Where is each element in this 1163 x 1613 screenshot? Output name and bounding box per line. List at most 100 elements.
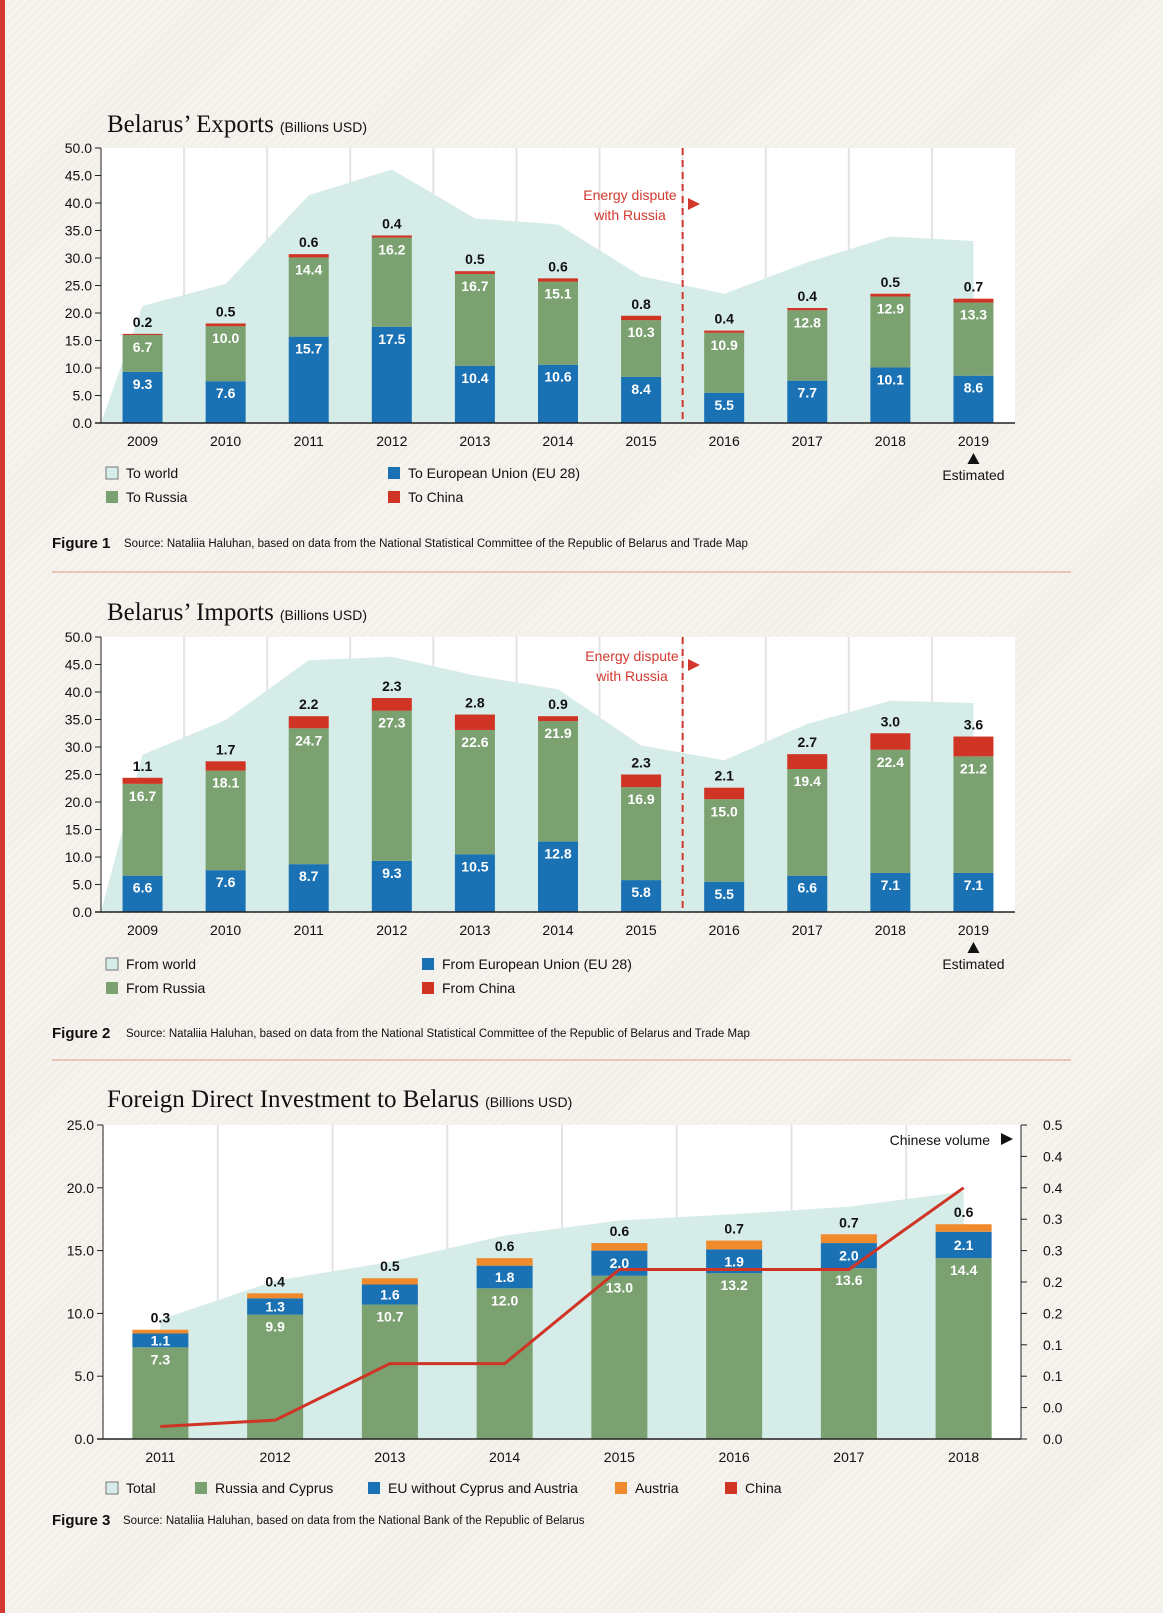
bar-eu-2019 xyxy=(953,375,994,423)
bar-russia-2010 xyxy=(205,326,246,382)
bar-label-eu-2015: 5.8 xyxy=(631,884,651,900)
bar-eu-2019 xyxy=(953,872,994,912)
x-tick-label: 2014 xyxy=(542,922,573,938)
bar-russia-2017 xyxy=(787,769,828,876)
legend-china-swatch xyxy=(388,491,400,503)
y-tick-label: 0.0 xyxy=(73,904,93,920)
bar-label-china-2012: 0.4 xyxy=(382,215,402,231)
legend-china-label: To China xyxy=(408,489,463,505)
bar-china-2014 xyxy=(538,278,578,282)
legend-world-label: To world xyxy=(126,465,178,481)
exports-figure: Belarus’ Exports (Billions USD) 9.3 6.7 0.2… xyxy=(52,111,1071,573)
y-tick-label: 30.0 xyxy=(65,739,92,755)
y2-tick-label: 0.3 xyxy=(1043,1243,1063,1259)
bar-label-eu-2009: 6.6 xyxy=(133,880,153,896)
imports-legend: From world From Russia From European Uni… xyxy=(105,956,632,996)
figure-3-label: Figure 3 xyxy=(52,1512,110,1529)
bar-label-russia-2010: 10.0 xyxy=(212,330,239,346)
y-tick-label: 5.0 xyxy=(75,1368,95,1384)
bar-label-china-2013: 0.5 xyxy=(465,251,485,267)
bar-label-russia-2019: 13.3 xyxy=(960,307,987,323)
bar-label-russia-2011: 14.4 xyxy=(295,261,322,277)
imports-estimated-label: Estimated xyxy=(942,956,1004,972)
y2-tick-label: 0.2 xyxy=(1043,1274,1063,1290)
bar-russia-2013 xyxy=(454,273,495,366)
x-tick-label: 2018 xyxy=(875,433,906,449)
bar-label-russia-2011: 24.7 xyxy=(295,732,322,748)
bar-label-russia-2018: 22.4 xyxy=(877,754,904,770)
bar-label-eu-2014: 1.8 xyxy=(495,1269,515,1285)
bar-label-austria-2015: 0.6 xyxy=(610,1223,630,1239)
fdi-title: Foreign Direct Investment to Belarus (Bil… xyxy=(107,1086,572,1113)
bar-russia-2011 xyxy=(288,728,329,865)
y-tick-label: 35.0 xyxy=(65,712,92,728)
exports-estimated-arrow-icon xyxy=(967,453,980,464)
legend-world-swatch xyxy=(105,957,119,971)
bar-austria-2018 xyxy=(935,1224,992,1232)
bar-label-eu-2015: 2.0 xyxy=(610,1255,630,1271)
bar-russia-2012 xyxy=(247,1314,304,1439)
bar-russia-2010 xyxy=(205,770,246,871)
legend-china-label: China xyxy=(745,1480,782,1496)
imports-dispute-label-2: with Russia xyxy=(595,668,668,684)
bar-austria-2011 xyxy=(132,1329,189,1334)
bar-russia-2018 xyxy=(870,296,911,368)
bar-russia-2015 xyxy=(621,787,662,881)
bar-eu-2015 xyxy=(621,376,662,423)
imports-bars xyxy=(122,698,994,912)
imports-dispute-arrow-icon xyxy=(688,659,700,671)
bar-label-china-2019: 3.6 xyxy=(964,717,984,733)
x-tick-label: 2017 xyxy=(792,433,823,449)
x-tick-label: 2012 xyxy=(376,922,407,938)
bar-eu-2013 xyxy=(361,1284,418,1305)
imports-axes xyxy=(95,636,1015,913)
x-tick-label: 2016 xyxy=(719,1449,750,1465)
bar-china-2018 xyxy=(870,733,911,750)
bar-eu-2011 xyxy=(288,864,329,912)
bar-russia-2015 xyxy=(591,1275,648,1439)
bar-label-russia-2016: 13.2 xyxy=(721,1277,748,1293)
bar-russia-2012 xyxy=(371,710,412,861)
legend-austria-label: Austria xyxy=(635,1480,679,1496)
bar-label-russia-2009: 6.7 xyxy=(133,339,153,355)
bar-label-eu-2014: 12.8 xyxy=(544,846,571,862)
bar-label-eu-2017: 7.7 xyxy=(798,385,818,401)
bar-label-eu-2012: 17.5 xyxy=(378,331,405,347)
legend-china-swatch xyxy=(725,1482,737,1494)
bar-label-china-2018: 0.5 xyxy=(881,274,901,290)
legend-russia-label: To Russia xyxy=(126,489,188,505)
fdi-chinese-volume-label: Chinese volume xyxy=(890,1132,991,1148)
bar-china-2009 xyxy=(122,333,163,335)
legend-eu-swatch xyxy=(422,958,434,970)
x-tick-label: 2011 xyxy=(294,433,324,449)
y-tick-label: 10.0 xyxy=(65,849,92,865)
y2-tick-label: 0.4 xyxy=(1043,1180,1063,1196)
bar-label-russia-2017: 19.4 xyxy=(794,773,821,789)
y2-tick-label: 0.4 xyxy=(1043,1148,1063,1164)
bar-label-china-2015: 0.8 xyxy=(631,296,651,312)
bar-eu-2009 xyxy=(122,875,163,912)
legend-eu-swatch xyxy=(368,1482,380,1494)
bar-label-russia-2013: 22.6 xyxy=(461,734,488,750)
fdi-china-line xyxy=(160,1186,965,1428)
x-tick-label: 2013 xyxy=(374,1449,405,1465)
bar-label-eu-2010: 7.6 xyxy=(216,385,236,401)
bar-label-russia-2013: 16.7 xyxy=(461,278,488,294)
bar-label-russia-2010: 18.1 xyxy=(212,775,239,791)
y-tick-label: 15.0 xyxy=(67,1243,94,1259)
bar-eu-2012 xyxy=(247,1298,304,1315)
bar-eu-2014 xyxy=(538,364,578,423)
bar-label-russia-2013: 10.7 xyxy=(376,1309,403,1325)
bar-label-russia-2014: 21.9 xyxy=(544,725,571,741)
bar-label-china-2014: 0.9 xyxy=(548,696,568,712)
bar-label-russia-2018: 14.4 xyxy=(950,1262,977,1278)
bar-eu-2016 xyxy=(704,881,745,912)
bar-label-china-2017: 0.4 xyxy=(798,288,818,304)
bar-label-eu-2018: 10.1 xyxy=(877,371,904,387)
bar-label-china-2014: 0.6 xyxy=(548,258,568,274)
bar-label-china-2012: 2.3 xyxy=(382,678,402,694)
x-tick-label: 2015 xyxy=(604,1449,635,1465)
bar-label-china-2018: 3.0 xyxy=(881,713,901,729)
bar-label-eu-2010: 7.6 xyxy=(216,874,236,890)
bar-label-austria-2017: 0.7 xyxy=(839,1214,859,1230)
